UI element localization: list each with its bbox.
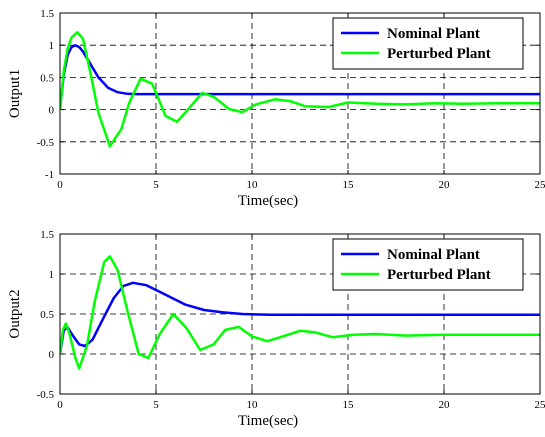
legend-box <box>332 238 524 291</box>
x-tick-label: 10 <box>247 179 259 191</box>
x-tick-label: 0 <box>57 399 63 411</box>
legend-box <box>332 17 524 70</box>
y-tick-label: -0.5 <box>37 137 55 149</box>
chart-2: 0 5 10 15 20 25-0.500.511.5Time(sec)Output2No… <box>7 229 545 429</box>
legend: Nominal Plant Perturbed Plant <box>332 17 524 70</box>
x-tick-label: 5 <box>153 179 159 191</box>
x-tick-label: 20 <box>439 399 451 411</box>
y-tick-label: 1.5 <box>40 229 54 241</box>
y-tick-label: 0.5 <box>40 72 54 84</box>
x-tick-label: 15 <box>343 399 355 411</box>
series-line-perturbed-plant <box>60 255 540 370</box>
y-tick-label: -1 <box>45 169 54 181</box>
series-line-nominal-plant <box>60 281 540 355</box>
x-tick-label: 0 <box>57 179 63 191</box>
chart-1: 0 5 10 15 20 25 -1 -0.5 0 0.5 1 1.5 Time(sec) Output1… <box>7 8 545 209</box>
y-tick-label: 1.5 <box>40 8 54 20</box>
series-line-perturbed-plant <box>60 31 540 148</box>
axes-frame <box>59 12 541 175</box>
y-axis-label: Output2 <box>7 289 23 338</box>
x-tick-label: 5 <box>153 399 159 411</box>
y-tick-label: 1 <box>49 269 55 281</box>
y-tick-label: 0.5 <box>40 309 54 321</box>
legend: Nominal Plant Perturbed Plant <box>332 238 524 291</box>
series-line-nominal-plant <box>60 43 540 110</box>
x-tick-label: 15 <box>343 179 355 191</box>
x-tick-label: 25 <box>535 179 545 191</box>
legend-label: Nominal Plant <box>387 26 480 42</box>
legend-label: Nominal Plant <box>387 247 480 263</box>
y-tick-label: 0 <box>49 105 55 117</box>
axes-frame <box>59 233 541 395</box>
y-tick-label: 1 <box>49 40 55 52</box>
y-tick-label: -0.5 <box>37 389 55 401</box>
x-axis-label: Time(sec) <box>238 193 298 209</box>
y-axis-label: Output1 <box>7 69 23 118</box>
x-tick-label: 20 <box>439 179 451 191</box>
y-tick-label: 0 <box>49 349 55 361</box>
legend-label: Perturbed Plant <box>387 46 491 62</box>
x-axis-label: Time(sec) <box>238 413 298 429</box>
x-tick-label: 25 <box>535 399 545 411</box>
legend-label: Perturbed Plant <box>387 267 491 283</box>
x-tick-label: 10 <box>247 399 259 411</box>
